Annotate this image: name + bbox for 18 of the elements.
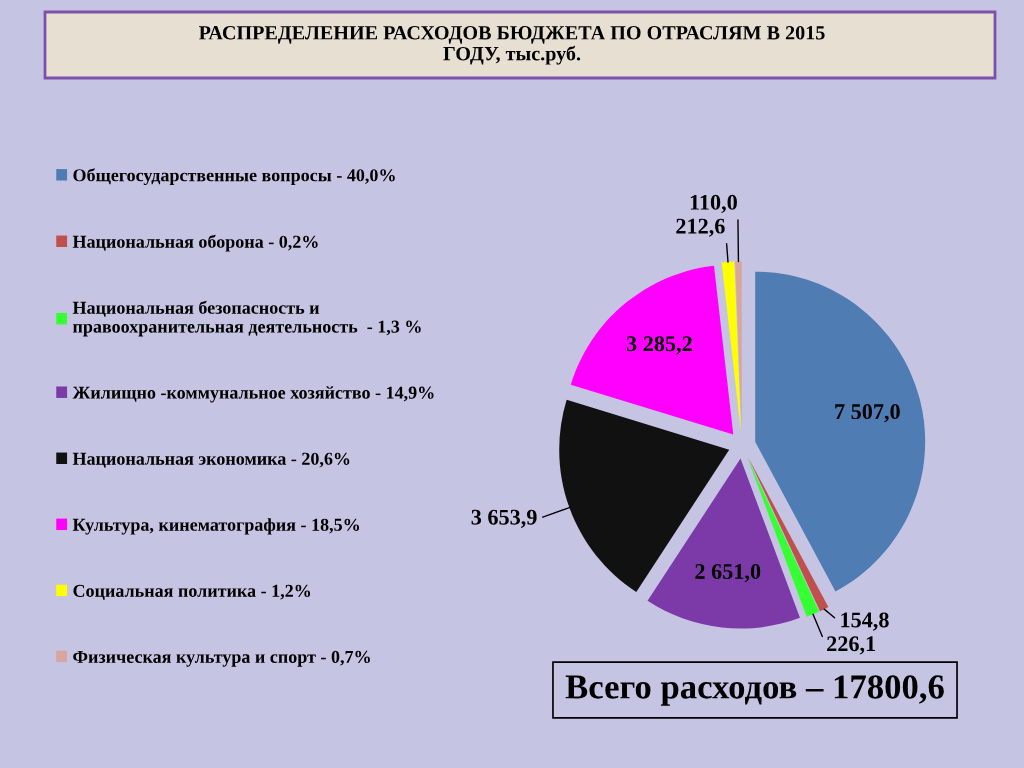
legend-label: Национальная оборона - 0,2% (72, 234, 318, 252)
legend-label: Национальная экономика - 20,6% (72, 452, 350, 468)
legend-label: Жилищно -коммунальное хозяйство - 14,9% (72, 386, 434, 403)
data-label: 2 651,0 (695, 563, 761, 583)
data-label: 154,8 (841, 612, 889, 631)
data-label: 212,6 (676, 218, 725, 237)
legend-label: Социальная политика - 1,2% (73, 584, 311, 600)
legend-label: Общегосударственные вопросы - 40,0% (73, 168, 395, 186)
data-label: 7 507,0 (835, 404, 900, 423)
legend-label: Культура, кинематография - 18,5% (72, 518, 360, 535)
text: Всего расходов – 17800,6 (565, 675, 944, 706)
data-label: 3 285,2 (626, 336, 692, 355)
data-label: 3 653,9 (471, 509, 537, 528)
data-label: 110,0 (690, 194, 737, 214)
legend-label: Физическая культура и спорт - 0,7% (73, 650, 370, 667)
data-label: 226,1 (827, 636, 876, 655)
chart-title: РАСПРЕДЕЛЕНИЕ РАСХОДОВ БЮДЖЕТА ПО ОТРАСЛЯМ В 2015 ГОДУ, тыс.руб. (198, 25, 825, 65)
legend-label: Национальная безопасность и правоохранительная деятельность - 1,3 % (72, 300, 421, 337)
